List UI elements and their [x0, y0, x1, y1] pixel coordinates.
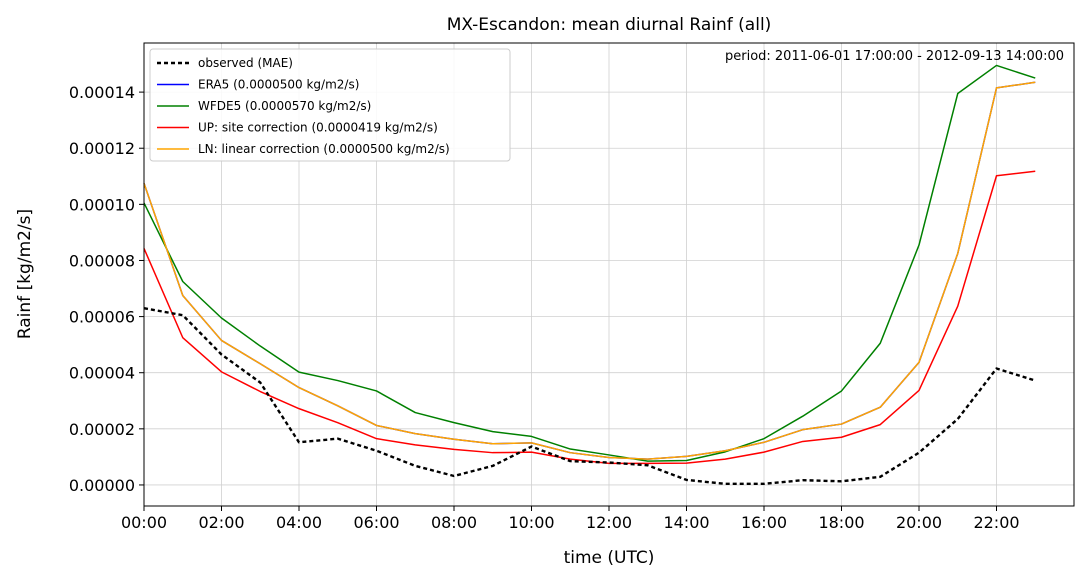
x-axis: 00:00 02:00 04:00 06:00 08:00 10:00 12:00 14:00…: [121, 506, 1020, 532]
legend-label: LN: linear correction (0.0000500 kg/m2/s…: [198, 142, 450, 156]
period-annotation: period: 2011-06-01 17:00:00 - 2012-09-13…: [725, 49, 1064, 64]
series-line-0: [143, 306, 1036, 486]
series-layer: [143, 64, 1036, 486]
y-axis: 0.00000 0.00002 0.00004 0.00006 0.00008 0.000…: [69, 83, 144, 495]
x-axis-label: time (UTC): [564, 548, 655, 568]
legend: observed (MAE) ERA5 (0.0000500 kg/m2/s) WF…: [149, 48, 511, 162]
x-tick-label: 08:00: [431, 513, 477, 532]
y-tick-label: 0.00006: [69, 308, 135, 327]
x-tick-label: 02:00: [198, 513, 244, 532]
x-tick-label: 14:00: [663, 513, 709, 532]
y-tick-label: 0.00010: [69, 195, 135, 214]
legend-label: observed (MAE): [198, 56, 293, 70]
legend-label: UP: site correction (0.0000419 kg/m2/s): [198, 121, 438, 135]
x-tick-label: 00:00: [121, 513, 167, 532]
x-tick-label: 22:00: [973, 513, 1019, 532]
y-tick-label: 0.00002: [69, 420, 135, 439]
chart-title: MX-Escandon: mean diurnal Rainf (all): [447, 15, 772, 35]
x-tick-label: 06:00: [353, 513, 399, 532]
x-tick-label: 16:00: [741, 513, 787, 532]
series-line-2: [143, 64, 1036, 462]
y-axis-label: Rainf [kg/m2/s]: [15, 209, 35, 339]
x-tick-label: 20:00: [896, 513, 942, 532]
x-tick-label: 04:00: [276, 513, 322, 532]
legend-label: ERA5 (0.0000500 kg/m2/s): [198, 78, 359, 92]
y-tick-label: 0.00014: [69, 83, 135, 102]
y-tick-label: 0.00000: [69, 476, 135, 495]
legend-box: [149, 48, 511, 162]
x-tick-label: 12:00: [586, 513, 632, 532]
grid: [143, 43, 1074, 506]
y-tick-label: 0.00008: [69, 251, 135, 270]
series-line-3: [143, 170, 1036, 465]
x-tick-label: 18:00: [818, 513, 864, 532]
y-tick-label: 0.00012: [69, 139, 135, 158]
y-tick-label: 0.00004: [69, 364, 135, 383]
series-line-4: [143, 81, 1036, 460]
x-tick-label: 10:00: [508, 513, 554, 532]
legend-label: WFDE5 (0.0000570 kg/m2/s): [198, 99, 371, 113]
